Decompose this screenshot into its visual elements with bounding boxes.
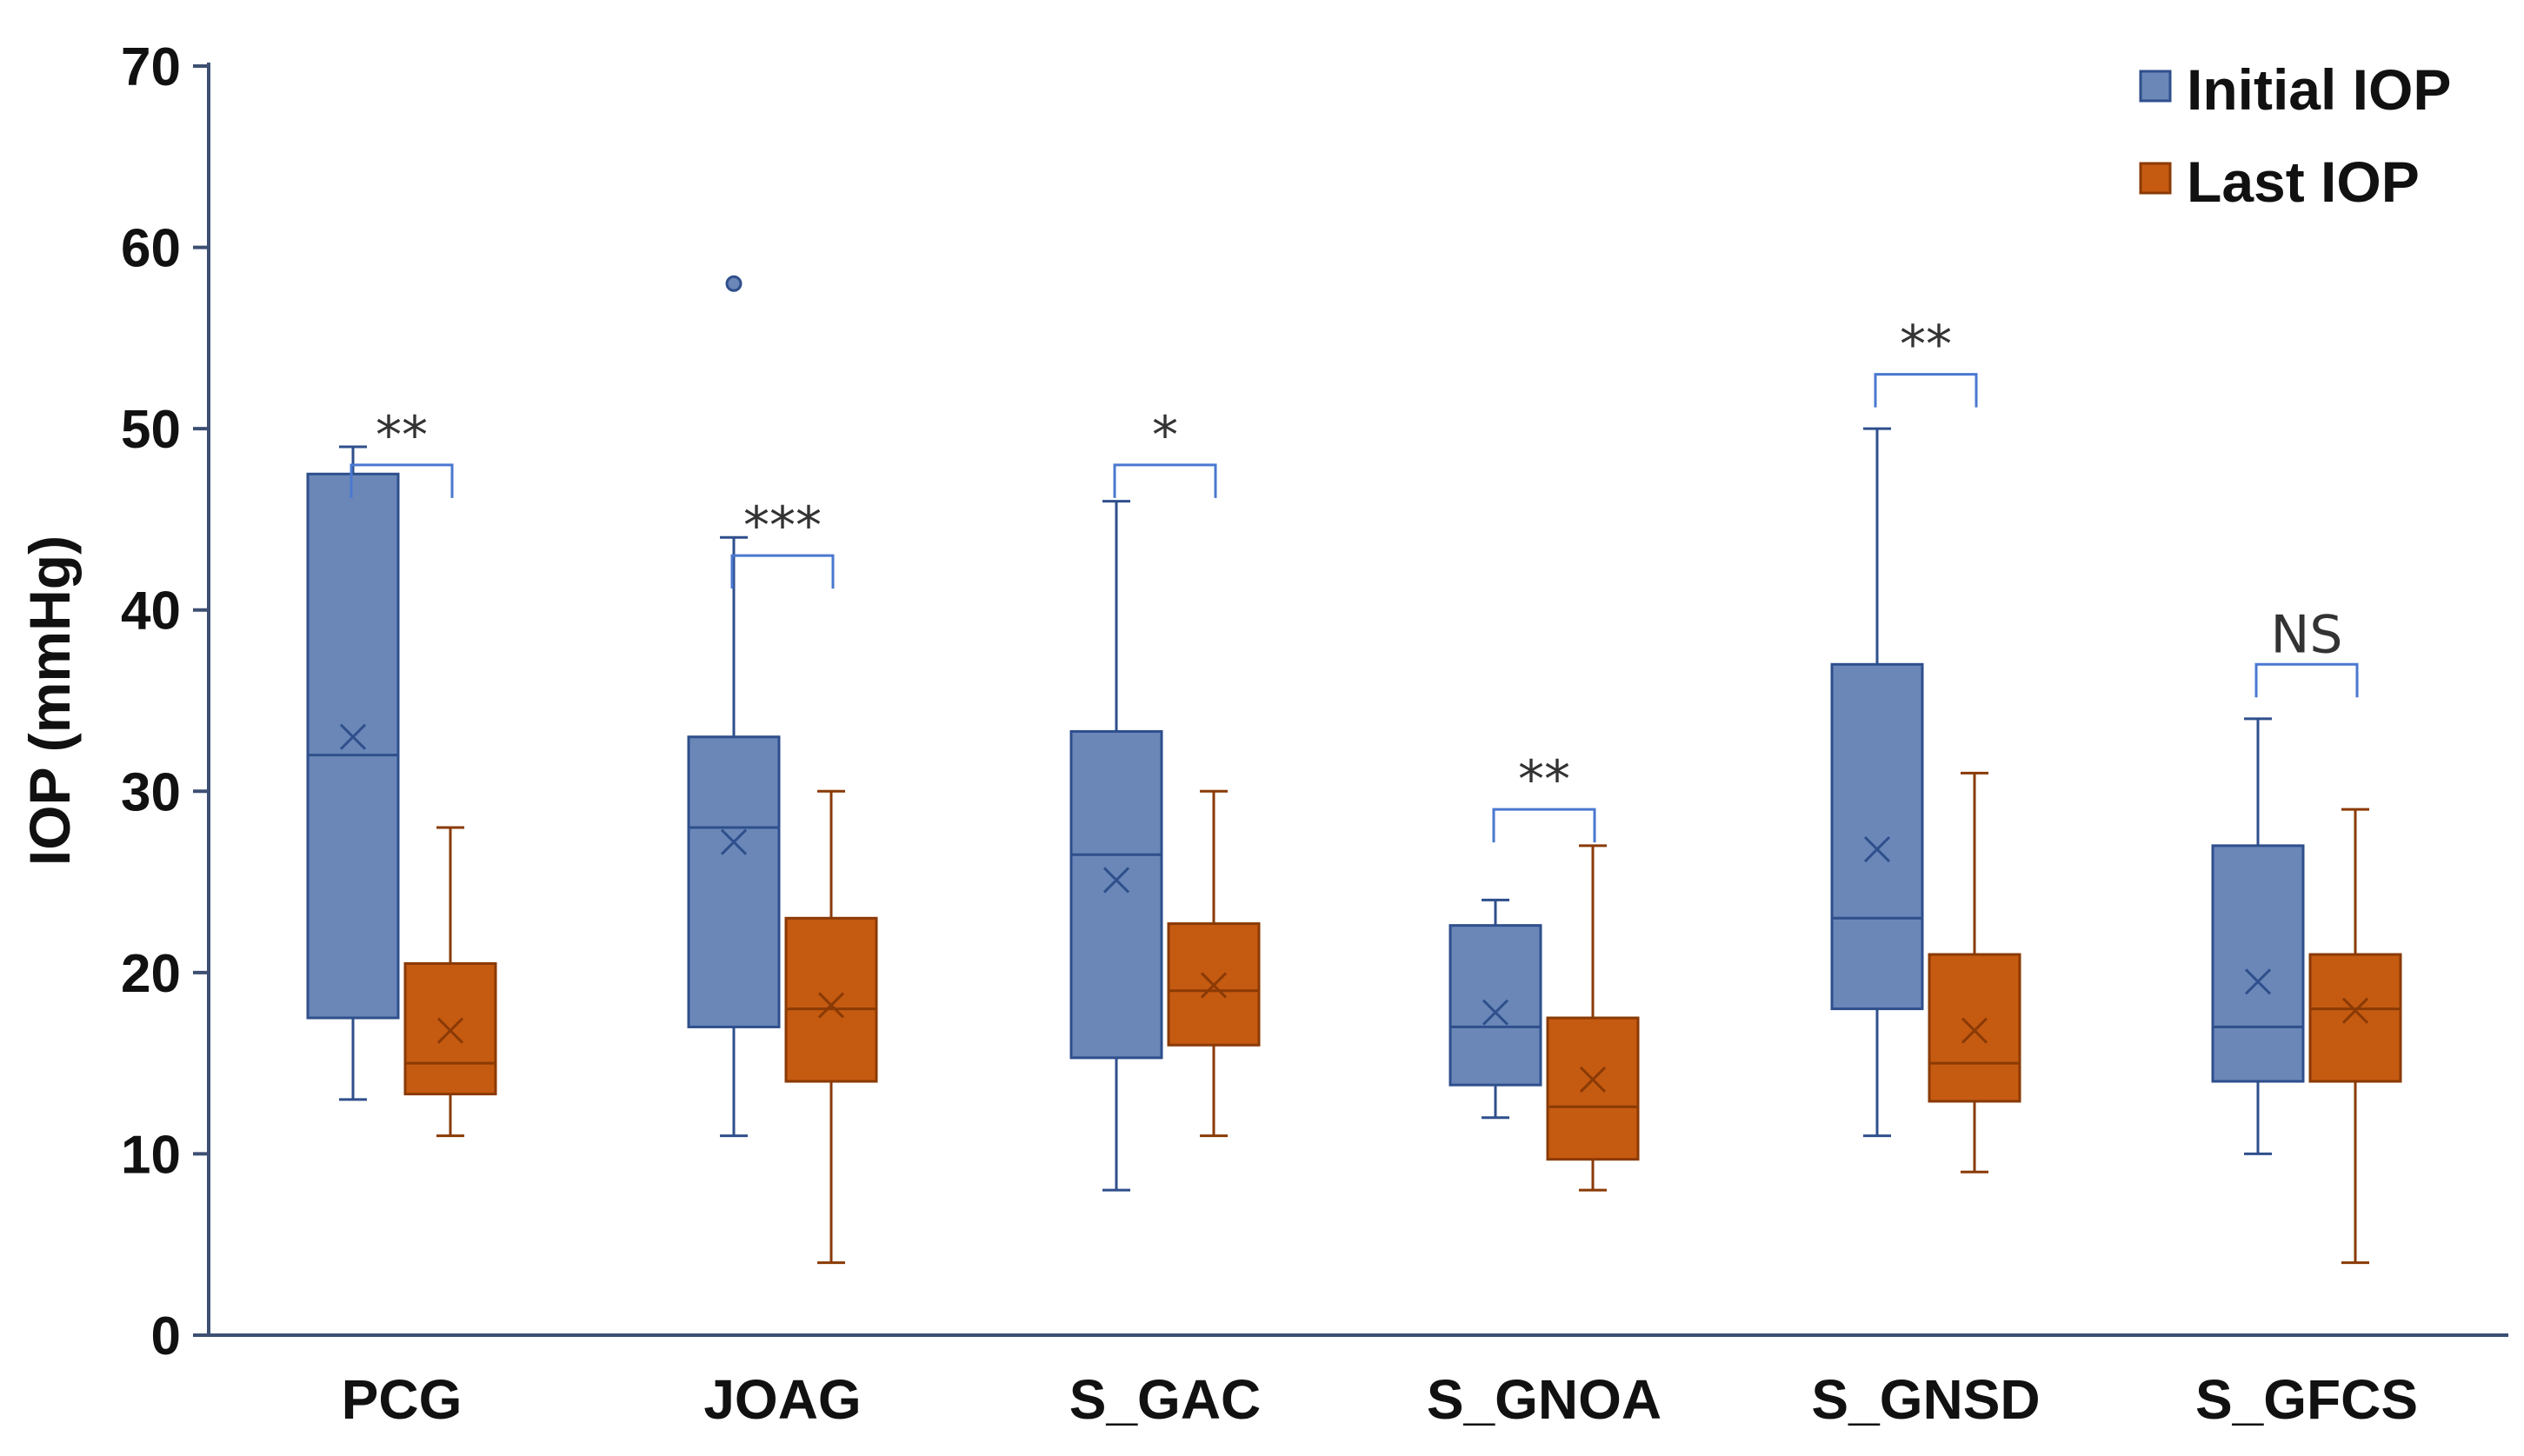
significance-label: * [1152, 405, 1178, 466]
box-plots [306, 275, 2402, 1265]
iqr-box [306, 472, 400, 1020]
x-category-label: S_GNSD [1811, 1368, 2040, 1431]
box-initial-joag [687, 275, 781, 1138]
legend-swatch-initial-iop [2139, 70, 2172, 103]
x-category-label: S_GAC [1069, 1368, 1262, 1431]
mean-marker [2341, 997, 2369, 1024]
legend-label-initial-iop: Initial IOP [2187, 57, 2451, 122]
iqr-box [1928, 953, 2021, 1103]
significance-bracket [1492, 808, 1596, 843]
y-tick-label: 20 [121, 944, 181, 1004]
significance-label: ** [1518, 749, 1570, 810]
y-tick-label: 30 [121, 762, 181, 822]
significance-bracket [1874, 373, 1978, 408]
iqr-box [1830, 662, 1924, 1011]
significance-bracket [1113, 463, 1217, 498]
x-category-label: S_GNOA [1427, 1368, 1662, 1431]
significance-bracket [730, 554, 835, 589]
mean-marker [1102, 867, 1130, 894]
significance-label: ** [376, 405, 428, 466]
mean-marker [339, 723, 367, 750]
significance-bracket [2254, 662, 2359, 698]
iqr-box [1546, 1016, 1640, 1161]
mean-marker [720, 828, 748, 855]
axes: 0 10 20 30 40 50 60 70 PCG JOAG S_GAC S_GNOA S_GNSD S… [121, 37, 2508, 1431]
box-initial-s_gac [1069, 500, 1163, 1192]
mean-marker [1579, 1066, 1607, 1093]
box-last-joag [784, 789, 878, 1265]
box-last-s_gac [1167, 789, 1261, 1138]
y-tick-label: 70 [121, 37, 181, 97]
y-tick-label: 40 [121, 582, 181, 642]
x-category-label: JOAG [703, 1368, 861, 1431]
mean-marker [1863, 835, 1891, 863]
mean-marker [436, 1017, 464, 1044]
significance-label: *** [743, 495, 822, 556]
box-last-s_gnsd [1928, 771, 2021, 1173]
iqr-box [1448, 924, 1542, 1087]
mean-marker [1482, 999, 1509, 1026]
box-last-pcg [403, 826, 497, 1138]
significance-bracket [350, 463, 454, 498]
box-initial-pcg [306, 445, 400, 1101]
box-initial-s_gnoa [1448, 898, 1542, 1120]
iqr-box [687, 735, 781, 1028]
iqr-box [1069, 729, 1163, 1060]
box-last-s_gnoa [1546, 844, 1640, 1192]
y-tick-label: 50 [121, 400, 181, 460]
box-initial-s_gnsd [1830, 427, 1924, 1138]
iqr-box [2211, 844, 2305, 1083]
significance-annotations: **********NS [350, 315, 2359, 843]
mean-marker [1200, 972, 1228, 999]
legend: Initial IOP Last IOP [2139, 57, 2451, 214]
box-initial-s_gfcs [2211, 717, 2305, 1155]
mean-marker [2244, 968, 2272, 995]
significance-label: ** [1900, 315, 1952, 376]
mean-marker [817, 992, 845, 1019]
x-category-label: S_GFCS [2195, 1368, 2418, 1431]
iqr-box [2308, 953, 2402, 1083]
legend-swatch-last-iop [2139, 162, 2172, 195]
x-category-label: PCG [342, 1368, 463, 1431]
y-tick-label: 60 [121, 219, 181, 279]
significance-label: NS [2271, 604, 2343, 665]
legend-label-last-iop: Last IOP [2187, 150, 2420, 214]
mean-marker [1961, 1017, 1988, 1044]
iqr-box [784, 916, 878, 1083]
outlier-point [725, 275, 743, 292]
box-last-s_gfcs [2308, 808, 2402, 1265]
y-tick-label: 0 [151, 1306, 181, 1366]
y-axis-title: IOP (mmHg) [17, 535, 82, 866]
y-tick-label: 10 [121, 1125, 181, 1185]
